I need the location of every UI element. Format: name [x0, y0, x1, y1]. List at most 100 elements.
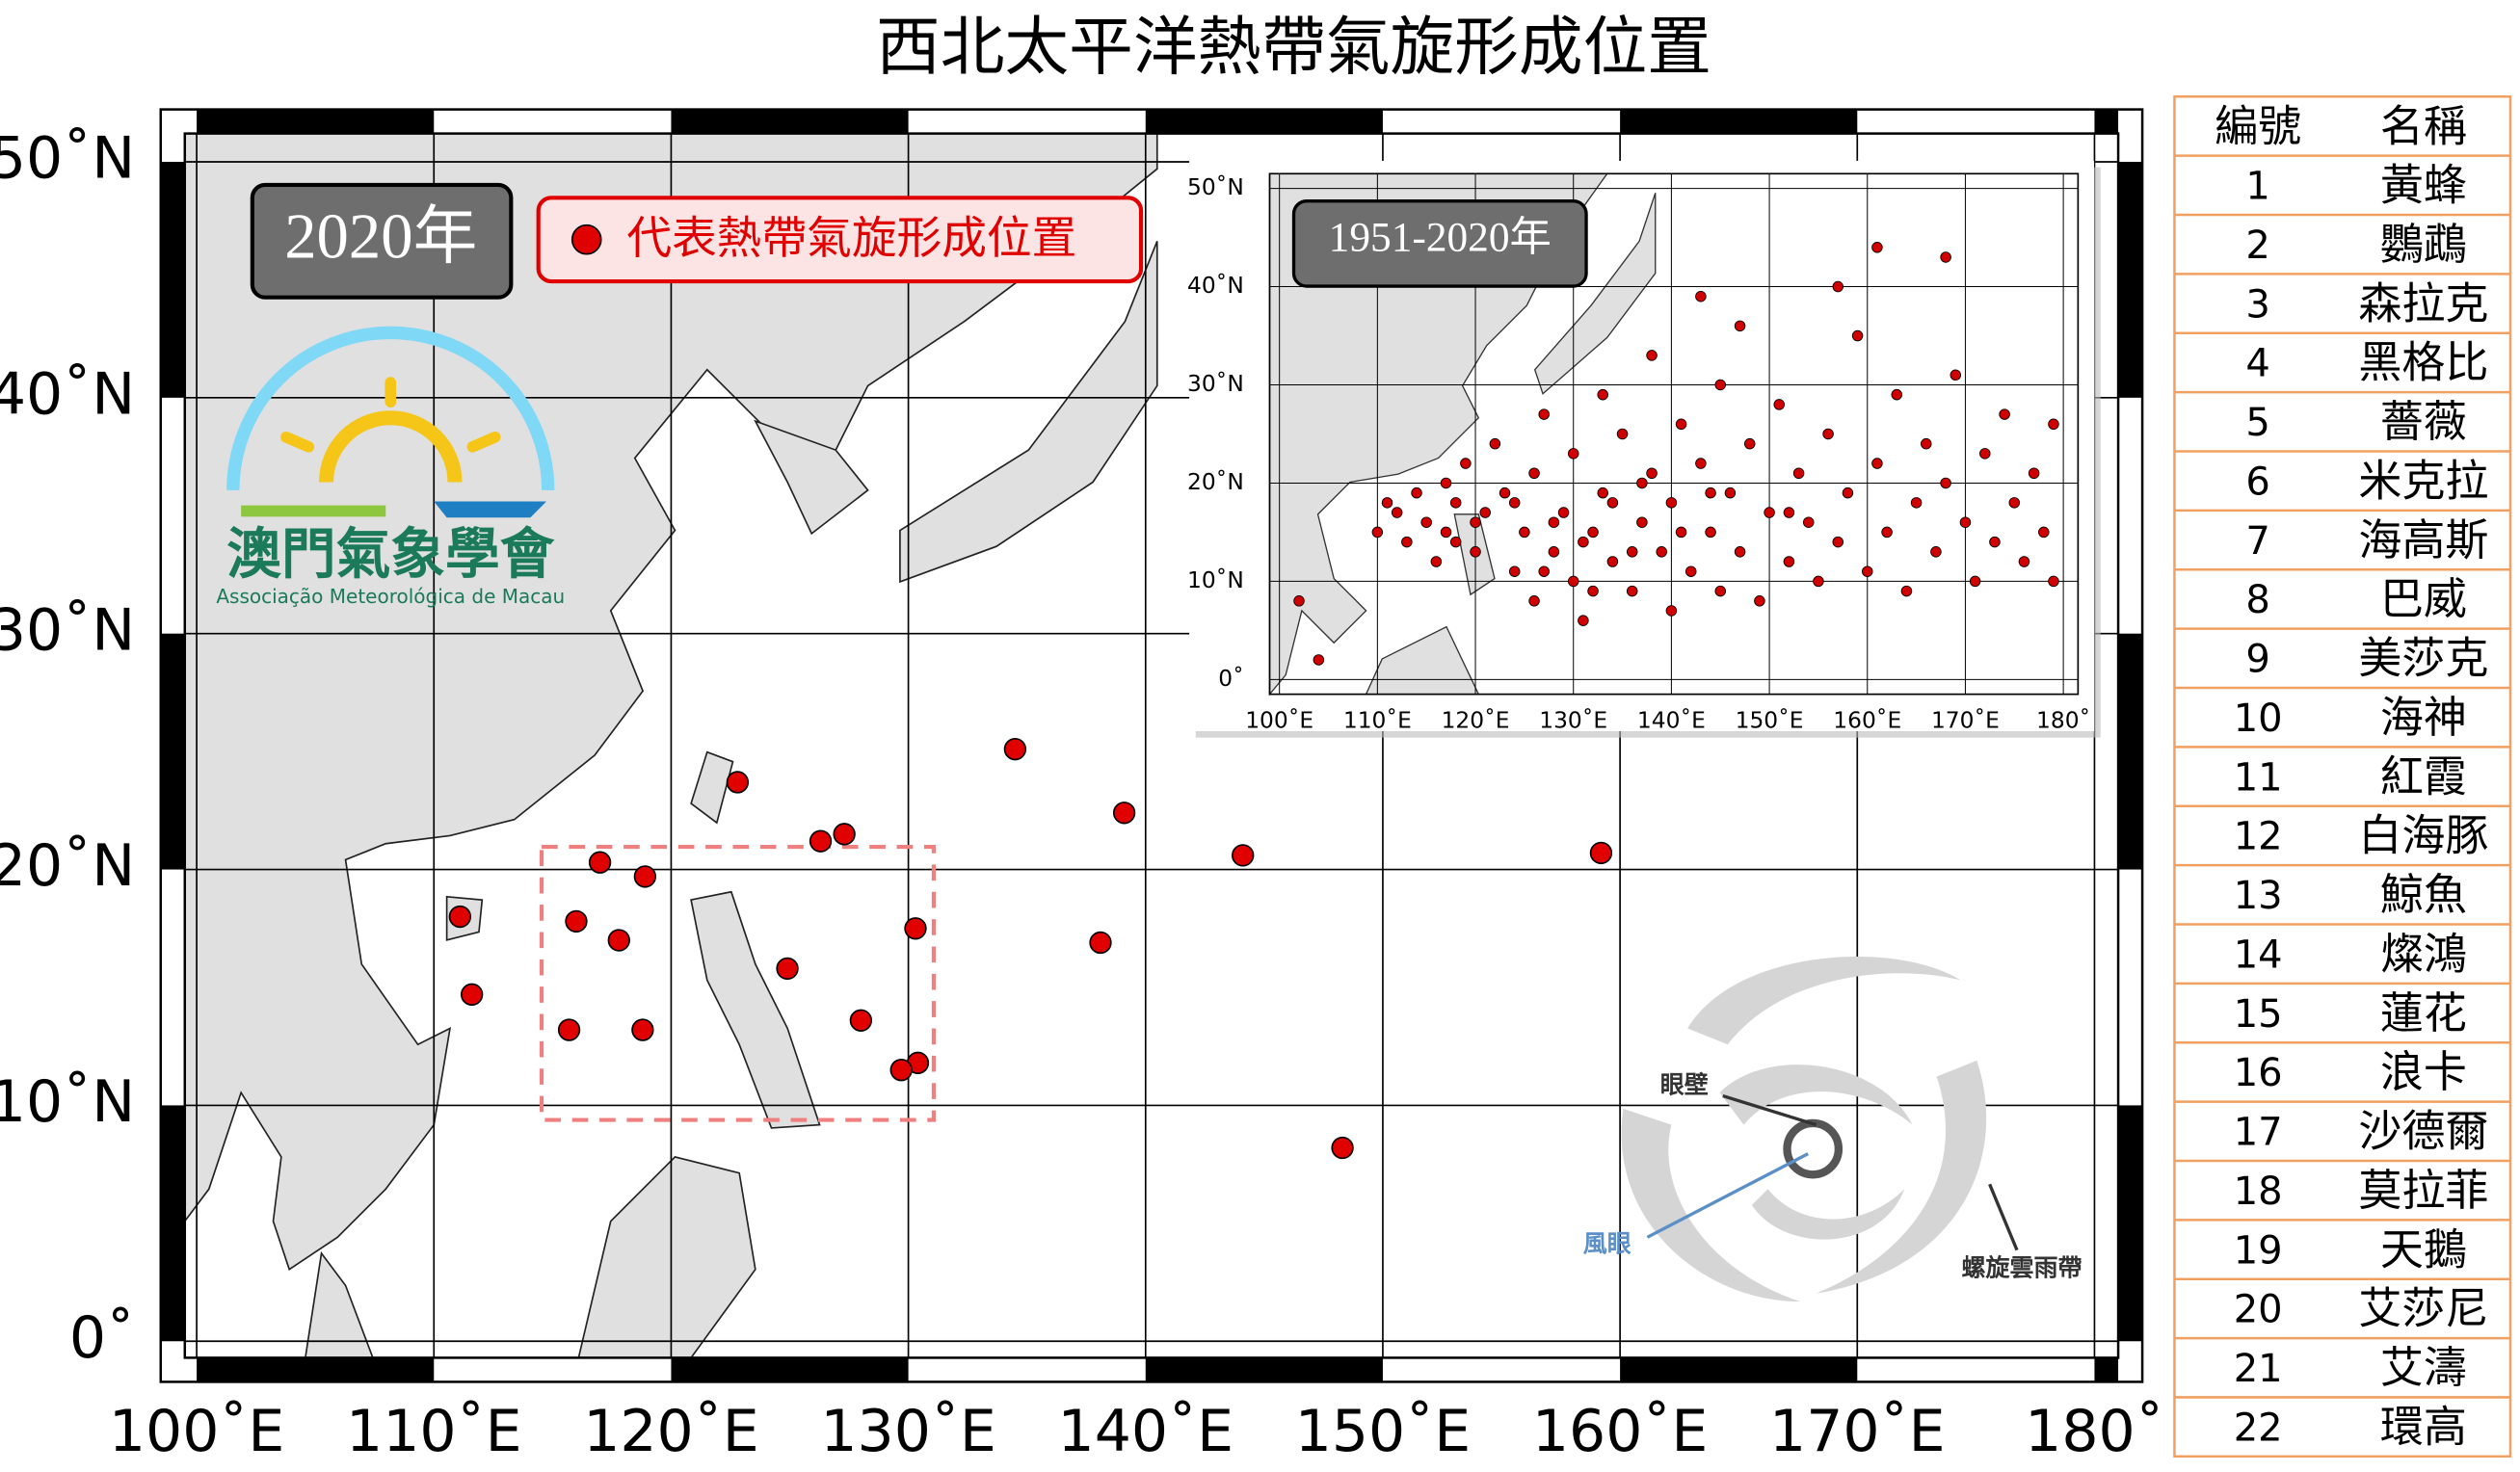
formation-point — [2048, 418, 2059, 431]
legend: 代表熱帶氣旋形成位置 — [536, 196, 1144, 284]
table-border — [2173, 94, 2512, 1459]
formation-point — [1597, 388, 1608, 401]
name-cell: 燦鴻 — [2380, 928, 2467, 979]
formation-point — [1606, 497, 1619, 509]
eye-pointer — [1646, 1152, 1809, 1239]
formation-point — [1636, 477, 1648, 489]
number-cell: 19 — [2234, 1228, 2283, 1273]
formation-point — [1499, 486, 1511, 499]
number-cell: 22 — [2234, 1406, 2283, 1450]
period-box — [1291, 198, 1588, 288]
formation-point — [1813, 575, 1824, 588]
formation-point — [1881, 526, 1893, 539]
name-cell: 黑格比 — [2358, 337, 2488, 388]
year-box-bg — [250, 182, 514, 300]
formation-point — [1460, 458, 1472, 469]
formation-point — [1989, 536, 2001, 548]
name-cell: 黃蜂 — [2380, 160, 2467, 211]
frame-bar — [1145, 109, 1383, 134]
name-cell: 白海豚 — [2358, 810, 2488, 861]
legend-marker — [570, 223, 602, 255]
number-cell: 18 — [2234, 1170, 2283, 1214]
formation-point — [1567, 448, 1579, 460]
formation-point — [1910, 497, 1923, 509]
formation-point — [1695, 458, 1707, 469]
name-cell: 紅霞 — [2380, 750, 2467, 802]
header-cell: 編號 — [2215, 100, 2301, 151]
x-tick-label: 140˚E — [1637, 706, 1706, 733]
formation-point — [1851, 329, 1864, 342]
x-tick-label: 130˚E — [820, 1398, 995, 1465]
formation-point — [849, 1009, 873, 1032]
formation-point — [1714, 585, 1726, 597]
formation-point — [1313, 654, 1325, 666]
y-tick-label: 0˚ — [69, 1304, 135, 1372]
x-tick-label: 110˚E — [1343, 706, 1412, 733]
number-cell: 4 — [2245, 342, 2269, 386]
period-label: 1951-2020年 — [1329, 214, 1552, 260]
y-tick-label: 30˚N — [0, 596, 135, 664]
y-tick-label: 20˚N — [1187, 468, 1244, 495]
header-cell: 名稱 — [2380, 100, 2467, 151]
formation-point — [2048, 575, 2059, 588]
name-cell: 美莎克 — [2358, 633, 2488, 684]
x-tick-label: 120˚E — [1442, 706, 1510, 733]
logo-name: 澳門氣象學會 — [226, 523, 555, 587]
name-table: 編號 名稱 1 黃蜂 2 鸚鵡 3 森拉克 4 黑格比 5 薔薇 6 米克拉 7 海高斯 8 巴威 9 美莎克 10 海神… — [2173, 94, 2512, 1459]
formation-point — [1089, 931, 1112, 955]
formation-point — [1646, 350, 1658, 361]
formation-point — [1626, 546, 1638, 558]
formation-point — [1401, 536, 1413, 548]
x-tick-label: 160˚E — [1833, 706, 1901, 733]
formation-point — [1862, 565, 1873, 577]
number-cell: 12 — [2234, 815, 2283, 859]
frame-bar — [197, 1357, 435, 1382]
formation-point — [1646, 467, 1658, 480]
formation-point — [2038, 526, 2050, 539]
x-tick-label: 120˚E — [583, 1398, 758, 1465]
x-tick-label: 150˚E — [1736, 706, 1804, 733]
name-cell: 天鵝 — [2380, 1223, 2467, 1275]
name-cell: 米克拉 — [2358, 456, 2488, 507]
y-tick-label: 10˚N — [0, 1068, 135, 1136]
name-cell: 環高 — [2380, 1401, 2467, 1452]
x-tick-label: 100˚E — [1245, 706, 1313, 733]
logo-rays — [280, 377, 501, 453]
formation-point — [1665, 605, 1678, 617]
formation-point — [1420, 516, 1432, 528]
name-cell: 森拉克 — [2358, 277, 2488, 329]
x-tick-label: 150˚E — [1295, 1398, 1471, 1465]
formation-point — [1940, 251, 1951, 263]
formation-point — [904, 917, 927, 940]
logo: 澳門氣象學會 Associação Meteorológica de Macau — [216, 326, 565, 608]
formation-point — [1940, 477, 1951, 489]
y-tick-label: 30˚N — [1187, 370, 1244, 397]
formation-point — [1508, 565, 1521, 577]
number-cell: 1 — [2245, 165, 2269, 209]
formation-point — [1969, 575, 1981, 588]
formation-point — [1764, 507, 1775, 518]
year-label: 2020年 — [284, 201, 477, 272]
formation-point — [1548, 516, 1560, 528]
number-cell: 20 — [2234, 1288, 2283, 1332]
number-cell: 11 — [2234, 755, 2283, 800]
formation-point — [1112, 802, 1136, 825]
formation-point — [1792, 467, 1805, 480]
number-cell: 15 — [2234, 992, 2283, 1037]
name-cell: 巴威 — [2380, 573, 2467, 624]
formation-point — [1783, 556, 1795, 567]
name-cell: 艾莎尼 — [2358, 1283, 2488, 1334]
formation-point — [1695, 290, 1707, 302]
logo-sun — [319, 410, 463, 483]
formation-point — [1999, 408, 2010, 420]
formation-point — [1656, 546, 1667, 558]
formation-point — [726, 771, 750, 794]
formation-point — [1519, 526, 1530, 539]
formation-point — [1900, 585, 1913, 597]
eye-label: 風眼 — [1583, 1230, 1631, 1258]
name-cell: 鸚鵡 — [2380, 219, 2467, 270]
formation-point — [1950, 369, 1962, 381]
rainband-label: 螺旋雲雨帶 — [1961, 1254, 2082, 1282]
name-cell: 蓮花 — [2380, 987, 2467, 1038]
formation-point — [1548, 546, 1560, 558]
